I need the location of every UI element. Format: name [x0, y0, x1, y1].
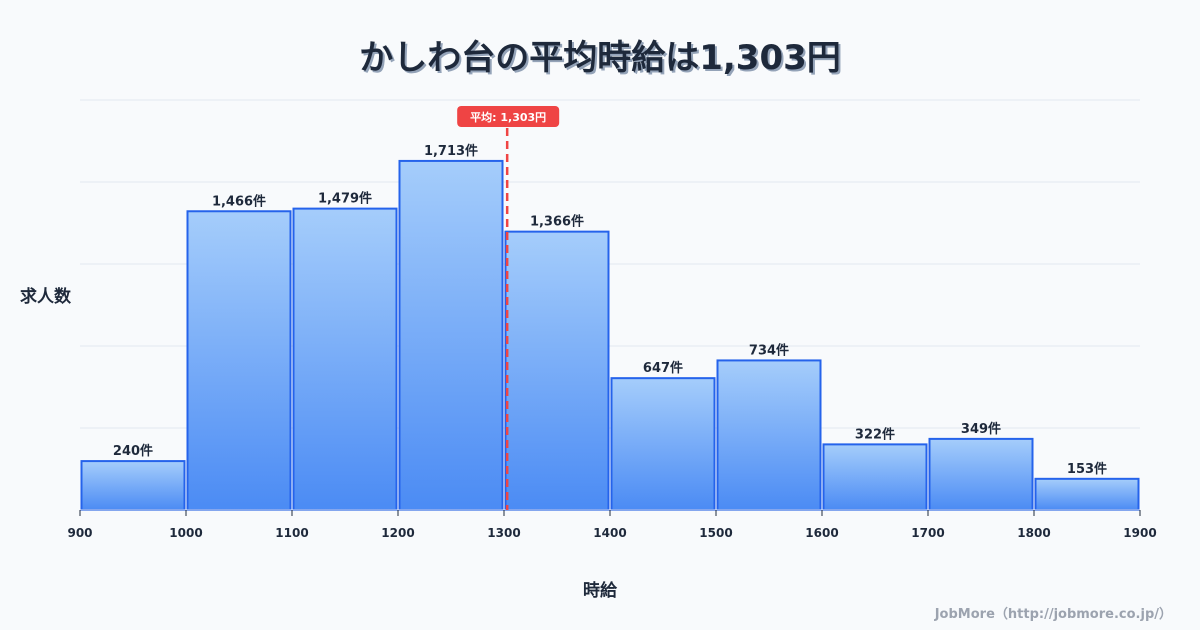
bars: 240件 1,466件 1,479件 1,713件 1,366件 647件 734件 322件… — [80, 143, 1140, 512]
x-tick-label: 1300 — [487, 526, 520, 540]
x-tick-label: 1500 — [699, 526, 732, 540]
bar-value-label: 1,466件 — [212, 193, 266, 209]
bar-value-label: 153件 — [1067, 461, 1107, 477]
x-tick-label: 1600 — [805, 526, 838, 540]
x-axis: 900 1000 1100 1200 1300 1400 1500 1600 1700 1800 1… — [67, 509, 1157, 540]
histogram-bar — [398, 159, 504, 512]
bar-value-label: 240件 — [113, 443, 153, 459]
histogram-bar — [928, 437, 1034, 512]
source-credit: JobMore（http://jobmore.co.jp/） — [934, 607, 1172, 622]
x-tick-label: 1000 — [169, 526, 202, 540]
histogram-bar — [716, 359, 822, 511]
histogram-bar — [1034, 477, 1140, 512]
average-badge-label: 平均: 1,303円 — [470, 110, 546, 124]
x-tick-label: 1800 — [1017, 526, 1050, 540]
chart-title: かしわ台の平均時給は1,303円 — [359, 38, 841, 78]
histogram-bar — [186, 210, 292, 511]
bar-value-label: 349件 — [961, 421, 1001, 437]
x-tick-label: 1100 — [275, 526, 308, 540]
x-axis-label: 時給 — [583, 581, 617, 601]
x-tick-label: 1700 — [911, 526, 944, 540]
y-axis-label: 求人数 — [20, 287, 71, 307]
average-badge — [457, 106, 560, 127]
bar-value-label: 1,713件 — [424, 143, 478, 159]
histogram-bar — [822, 443, 928, 511]
bar-value-label: 1,366件 — [530, 214, 584, 230]
bar-value-label: 322件 — [855, 426, 895, 442]
histogram-bar — [80, 460, 186, 512]
histogram-bar — [504, 230, 610, 511]
bar-value-label: 734件 — [749, 342, 789, 358]
bar-value-label: 1,479件 — [318, 191, 372, 207]
bar-value-label: 647件 — [643, 360, 683, 376]
histogram-bar — [610, 377, 716, 511]
x-tick-label: 900 — [67, 526, 92, 540]
average-line: 平均: 1,303円 — [457, 106, 560, 510]
x-tick-label: 1200 — [381, 526, 414, 540]
histogram-bar — [292, 207, 398, 512]
x-tick-label: 1900 — [1123, 526, 1156, 540]
x-tick-label: 1400 — [593, 526, 626, 540]
